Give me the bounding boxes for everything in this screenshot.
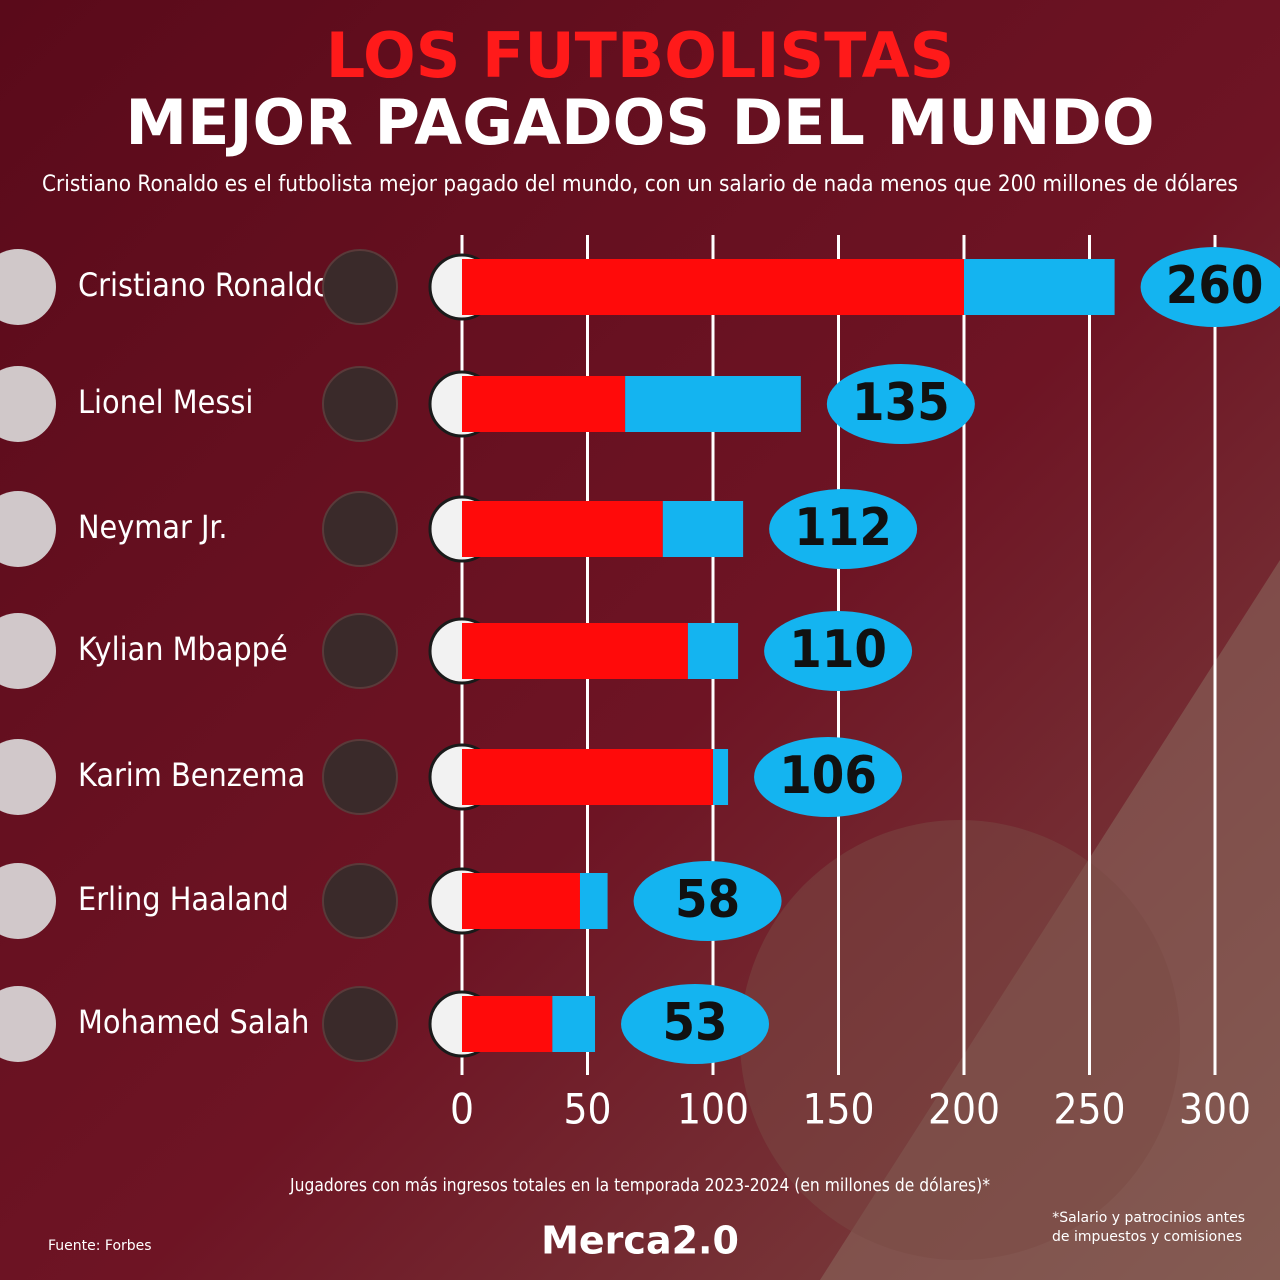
bar-segment (462, 259, 964, 315)
bar-segment (662, 501, 744, 557)
x-tick-label: 50 (563, 1085, 611, 1134)
player-name: Mohamed Salah (78, 1003, 309, 1041)
x-tick-label: 150 (802, 1085, 874, 1134)
bar-segment (964, 259, 1115, 315)
bar-segment (687, 623, 739, 679)
player-name: Neymar Jr. (78, 508, 227, 546)
player-name: Karim Benzema (78, 756, 305, 794)
player-photo (322, 366, 398, 442)
bar-segment (579, 873, 608, 929)
bar-segment (462, 376, 626, 432)
title-line-2: MEJOR PAGADOS DEL MUNDO (125, 86, 1154, 159)
total-label: 110 (789, 620, 887, 680)
x-tick-label: 250 (1053, 1085, 1125, 1134)
bar-segment (713, 749, 729, 805)
total-label: 58 (675, 870, 740, 930)
total-bubble (769, 489, 918, 569)
player-photo (322, 986, 398, 1062)
flag (0, 249, 56, 325)
flag (0, 739, 56, 815)
player-photo (322, 739, 398, 815)
flag (0, 366, 56, 442)
total-label: 53 (662, 993, 727, 1053)
player-name: Kylian Mbappé (78, 630, 288, 668)
player-photo (322, 613, 398, 689)
flag (0, 613, 56, 689)
total-label: 112 (794, 498, 892, 558)
bar-segment (462, 623, 688, 679)
total-bubble (764, 611, 913, 691)
total-bubble (621, 984, 770, 1064)
player-name: Lionel Messi (78, 383, 253, 421)
bar-segment (462, 749, 713, 805)
total-label: 260 (1166, 256, 1264, 316)
total-label: 135 (852, 373, 950, 433)
plot: 0 50 100 150 200 250 300 Cristiano Ronaldo 260 Li… (0, 235, 1280, 1134)
bar-segment (552, 996, 596, 1052)
total-bubble (633, 861, 782, 941)
subtitle: Cristiano Ronaldo es el futbolista mejor… (42, 172, 1238, 197)
x-tick-label: 0 (450, 1085, 474, 1134)
player-name: Erling Haaland (78, 880, 289, 918)
player-photo (322, 491, 398, 567)
total-bubble (826, 364, 975, 444)
player-name: Cristiano Ronaldo (78, 266, 331, 304)
total-label: 106 (779, 746, 877, 806)
player-photo (322, 863, 398, 939)
ball-decoration (740, 820, 1180, 1260)
bar-segment (462, 873, 580, 929)
brand-logo: Merca2.0 (541, 1219, 739, 1263)
player-photo (322, 249, 398, 325)
source: Fuente: Forbes (48, 1238, 152, 1254)
total-bubble (754, 737, 903, 817)
note: *Salario y patrocinios antes (1052, 1210, 1245, 1226)
x-tick-label: 100 (677, 1085, 749, 1134)
bar-segment (462, 996, 553, 1052)
flag (0, 863, 56, 939)
x-axis-label: Jugadores con más ingresos totales en la… (289, 1175, 990, 1196)
x-tick-label: 300 (1179, 1085, 1251, 1134)
bar-segment (462, 501, 663, 557)
flag (0, 491, 56, 567)
title: LOS FUTBOLISTAS (326, 19, 955, 92)
flag (0, 986, 56, 1062)
note: de impuestos y comisiones (1052, 1229, 1242, 1245)
total-bubble (1140, 247, 1280, 327)
bar-segment (625, 376, 801, 432)
x-tick-label: 200 (928, 1085, 1000, 1134)
